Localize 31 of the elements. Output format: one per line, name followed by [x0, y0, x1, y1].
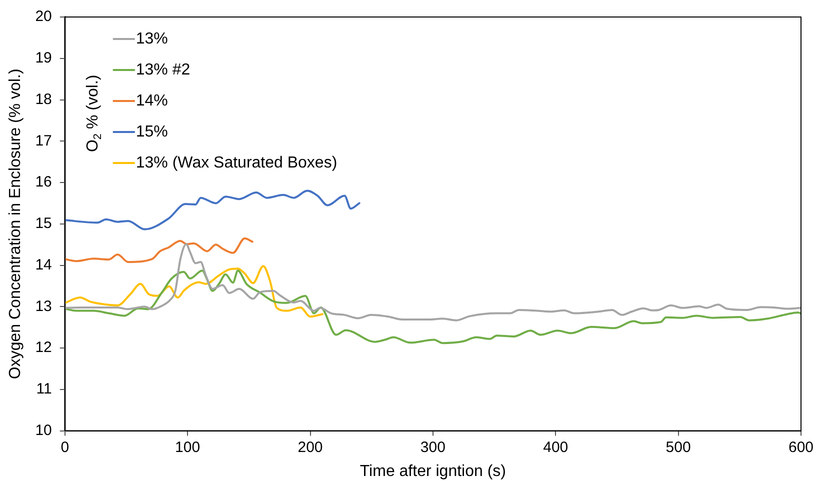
x-tick-label: 0 — [60, 438, 70, 456]
x-tick-label: 300 — [420, 438, 446, 456]
legend-label: 13% (Wax Saturated Boxes) — [136, 154, 338, 172]
y-tick-label: 17 — [35, 132, 52, 150]
line-series — [64, 243, 801, 322]
y-tick-label: 11 — [36, 380, 52, 398]
y-tick-label: 13 — [35, 298, 52, 315]
legend-label: 15% — [136, 123, 168, 140]
legend-label: 14% — [136, 92, 168, 110]
x-tick-label: 200 — [298, 438, 323, 456]
x-tick-label: 100 — [175, 438, 200, 456]
y-tick-label: 18 — [35, 90, 52, 108]
line-series — [64, 190, 360, 230]
x-tick-label: 500 — [666, 438, 691, 456]
legend-title: O2 % (vol.) — [84, 74, 104, 152]
x-axis-title: Time after igntion (s) — [360, 462, 506, 480]
y-tick-label: 10 — [35, 422, 52, 439]
y-tick-label: 20 — [35, 8, 52, 26]
y-tick-label: 16 — [35, 174, 52, 191]
x-tick-label: 600 — [788, 438, 814, 456]
legend-label: 13% #2 — [136, 61, 190, 78]
y-tick-label: 12 — [35, 339, 52, 356]
line-series — [64, 237, 254, 263]
y-tick-label: 14 — [35, 256, 52, 274]
legend-label: 13% — [136, 30, 168, 48]
x-tick-label: 400 — [543, 438, 568, 456]
line-series — [64, 265, 324, 318]
y-axis-title: Oxygen Concentration in Enclosure (% vol.) — [7, 68, 24, 380]
y-tick-label: 19 — [35, 50, 52, 67]
line-series — [64, 270, 801, 344]
y-tick-label: 15 — [35, 215, 52, 232]
